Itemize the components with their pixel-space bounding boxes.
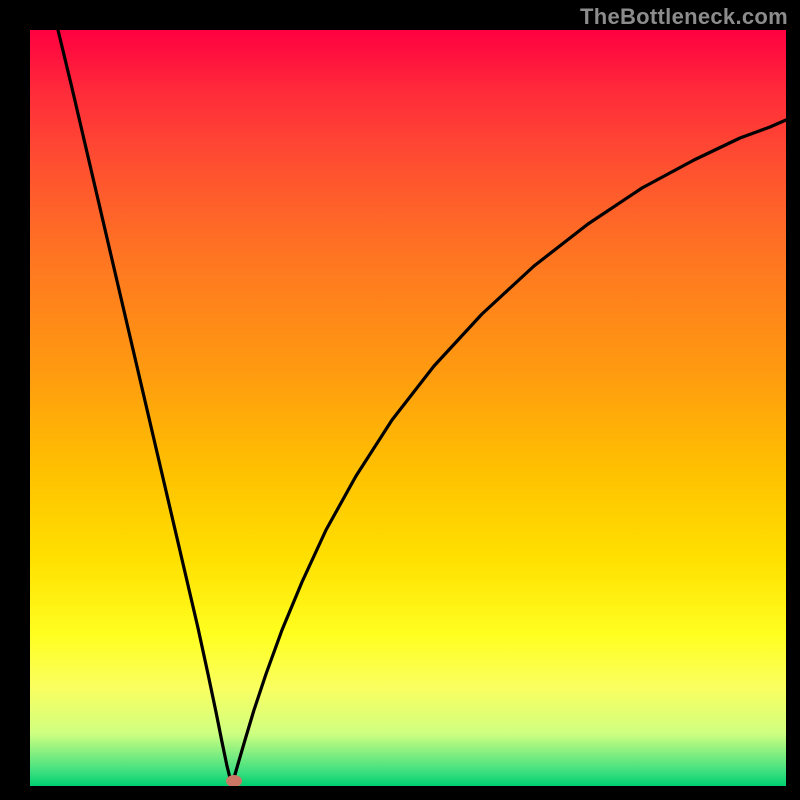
curve-overlay [0,0,800,800]
vertex-marker [226,775,242,787]
bottleneck-curve [58,30,786,782]
watermark-text: TheBottleneck.com [580,4,788,30]
chart-frame: TheBottleneck.com [0,0,800,800]
